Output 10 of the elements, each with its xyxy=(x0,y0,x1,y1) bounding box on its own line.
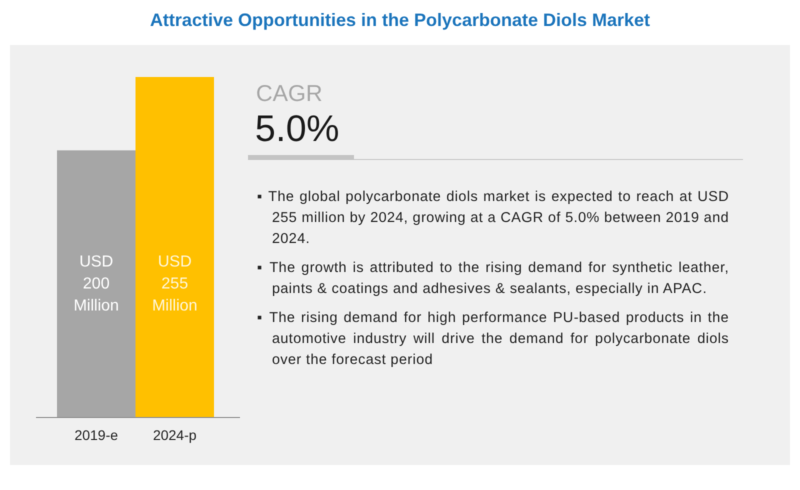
text: 5.0% xyxy=(255,108,340,150)
text: Attractive Opportunities in the Polycarbonate Diols Market xyxy=(148,10,652,31)
data-label: USD 255 Million xyxy=(152,254,198,315)
x-tick-label: 2019-e xyxy=(74,426,118,443)
text: ▪ The rising demand for high performance PU-based products in the automotive industry will drive the demand for polycarbonate diols over the forecast period xyxy=(257,309,729,370)
data-label: USD 200 Million xyxy=(74,254,119,315)
text: CAGR xyxy=(256,80,322,107)
text: ▪ The growth is attributed to the rising demand for synthetic leather, paints & coatings and adhesives & sealants, especially in APAC. xyxy=(257,259,729,299)
text: ▪ The global polycarbonate diols market is expected to reach at USD 255 million by 2024, growing at a CAGR of 5.0% between 2019 and 2024. xyxy=(257,188,729,249)
x-tick-label: 2024-p xyxy=(152,426,197,443)
